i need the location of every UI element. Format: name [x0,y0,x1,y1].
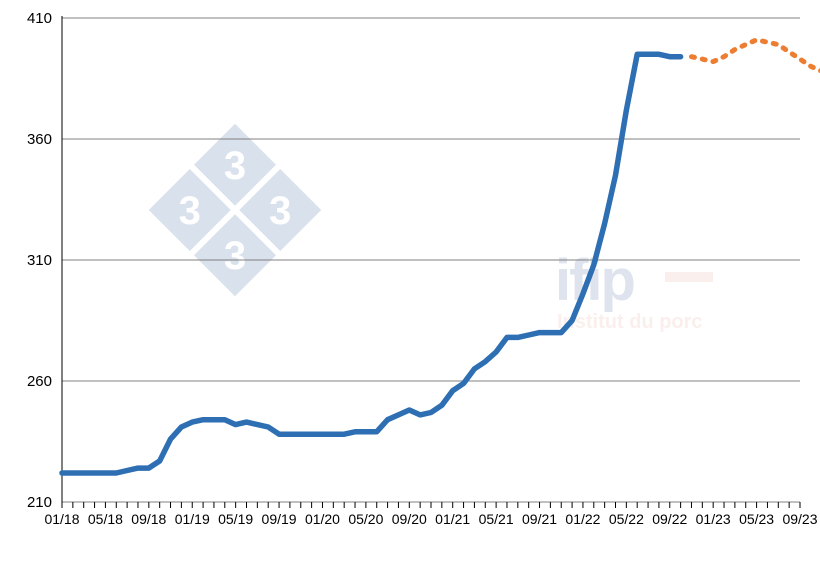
chart-container: 3333ifipInstitut du porc2102603103604100… [0,0,820,576]
x-tick-label: 01/18 [44,511,79,527]
svg-text:3: 3 [224,144,246,188]
x-tick-label: 05/18 [88,511,123,527]
svg-text:3: 3 [179,189,201,233]
ifip-subtitle: Institut du porc [557,311,703,333]
x-tick-label: 09/19 [262,511,297,527]
series-forecast [692,40,820,71]
svg-text:3: 3 [269,189,291,233]
y-tick-label: 210 [27,494,52,511]
x-tick-label: 01/21 [435,511,470,527]
y-tick-label: 310 [27,252,52,269]
x-tick-label: 09/21 [522,511,557,527]
x-tick-label: 05/19 [218,511,253,527]
x-tick-label: 05/20 [348,511,383,527]
y-tick-label: 360 [27,131,52,148]
line-chart: 3333ifipInstitut du porc2102603103604100… [0,0,820,576]
x-tick-label: 09/20 [392,511,427,527]
x-tick-label: 01/23 [696,511,731,527]
x-tick-label: 01/19 [175,511,210,527]
watermark-333-logo: 3333 [149,124,322,297]
x-tick-label: 09/23 [782,511,817,527]
x-tick-label: 09/22 [652,511,687,527]
x-tick-label: 05/22 [609,511,644,527]
x-tick-label: 05/23 [739,511,774,527]
y-tick-label: 260 [27,373,52,390]
watermark-ifip-logo: ifipInstitut du porc [555,248,713,333]
x-tick-label: 09/18 [131,511,166,527]
x-tick-label: 01/20 [305,511,340,527]
svg-text:3: 3 [224,234,246,278]
x-tick-label: 05/21 [479,511,514,527]
x-tick-label: 01/22 [565,511,600,527]
y-tick-label: 410 [27,10,52,27]
